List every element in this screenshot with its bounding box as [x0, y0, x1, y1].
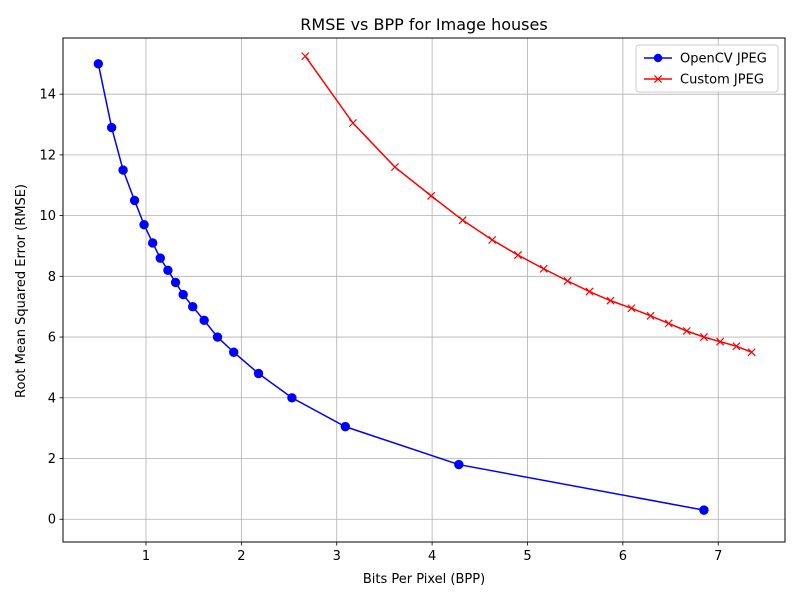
series-opencv-jpeg: [93, 59, 709, 515]
custom-jpeg-point: [539, 264, 548, 273]
plot-frame: [62, 37, 786, 543]
y-tick-label: 12: [39, 148, 56, 163]
y-tick-label: 0: [48, 513, 56, 528]
x-tick-label: 5: [523, 549, 531, 564]
y-tick-label: 6: [48, 331, 56, 346]
y-tick-label: 2: [48, 452, 56, 467]
opencv-jpeg-point: [212, 332, 223, 342]
custom-jpeg-point: [699, 333, 708, 342]
opencv-jpeg-point: [93, 59, 103, 69]
legend-entry-custom-jpeg: Custom JPEG: [644, 73, 764, 88]
series-layer: [93, 52, 756, 515]
opencv-jpeg-point: [139, 220, 149, 230]
x-tick-label: 1: [142, 549, 150, 564]
opencv-jpeg-point: [129, 195, 140, 206]
grid-layer: [63, 38, 785, 542]
x-tick-label: 7: [714, 549, 722, 564]
chart-title: RMSE vs BPP for Image houses: [300, 15, 547, 34]
opencv-jpeg-point: [188, 301, 198, 312]
custom-jpeg-point: [682, 326, 691, 336]
legend-entry-opencv-jpeg: OpenCV JPEG: [644, 52, 767, 67]
custom-jpeg-point: [513, 251, 522, 260]
custom-jpeg-point: [747, 348, 756, 357]
opencv-jpeg-point: [199, 315, 209, 326]
opencv-jpeg-point: [170, 277, 181, 288]
y-tick-label: 14: [39, 88, 56, 103]
series-custom-jpeg: [301, 52, 756, 357]
legend-label: OpenCV JPEG: [680, 52, 767, 67]
custom-jpeg-point: [427, 191, 436, 200]
custom-jpeg-point: [458, 216, 467, 225]
custom-jpeg-point: [488, 235, 497, 244]
y-axis-label: Root Mean Squared Error (RMSE): [14, 184, 29, 398]
custom-jpeg-point: [627, 304, 636, 313]
y-tick-label: 8: [48, 270, 56, 285]
opencv-jpeg-point: [178, 289, 188, 300]
custom-jpeg-point: [585, 287, 594, 296]
y-tick-label: 4: [48, 391, 56, 406]
opencv-jpeg-point: [454, 459, 464, 470]
opencv-jpeg-point: [118, 165, 128, 175]
legend-box: [635, 44, 779, 93]
x-tick-label: 2: [237, 549, 245, 564]
custom-jpeg-point: [716, 337, 725, 346]
legend-label: Custom JPEG: [680, 73, 764, 88]
opencv-jpeg-point: [147, 238, 158, 248]
x-tick-label: 4: [428, 549, 436, 564]
opencv-jpeg-point: [163, 265, 173, 275]
opencv-jpeg-point: [253, 368, 264, 379]
custom-jpeg-point: [664, 319, 673, 328]
opencv-jpeg-point: [155, 253, 165, 263]
opencv-jpeg-point: [699, 505, 709, 515]
x-axis-label: Bits Per Pixel (BPP): [363, 572, 485, 587]
opencv-jpeg-point: [287, 393, 297, 403]
custom-jpeg-point: [390, 163, 399, 172]
custom-jpeg-point: [301, 52, 310, 61]
legend-marker: [653, 74, 663, 84]
custom-jpeg-point: [348, 118, 357, 128]
custom-jpeg-point: [646, 311, 655, 320]
opencv-jpeg-point: [106, 122, 117, 133]
custom-jpeg-point: [563, 276, 572, 285]
opencv-jpeg-point: [340, 421, 351, 432]
opencv-jpeg-point: [229, 347, 239, 357]
custom-jpeg-point: [606, 296, 615, 305]
custom-jpeg-point: [732, 342, 741, 351]
legend-marker: [653, 53, 663, 63]
legend: OpenCV JPEG Custom JPEG: [635, 44, 779, 93]
x-tick-label: 3: [333, 549, 341, 564]
x-tick-label: 6: [619, 549, 627, 564]
y-tick-label: 10: [39, 209, 56, 224]
